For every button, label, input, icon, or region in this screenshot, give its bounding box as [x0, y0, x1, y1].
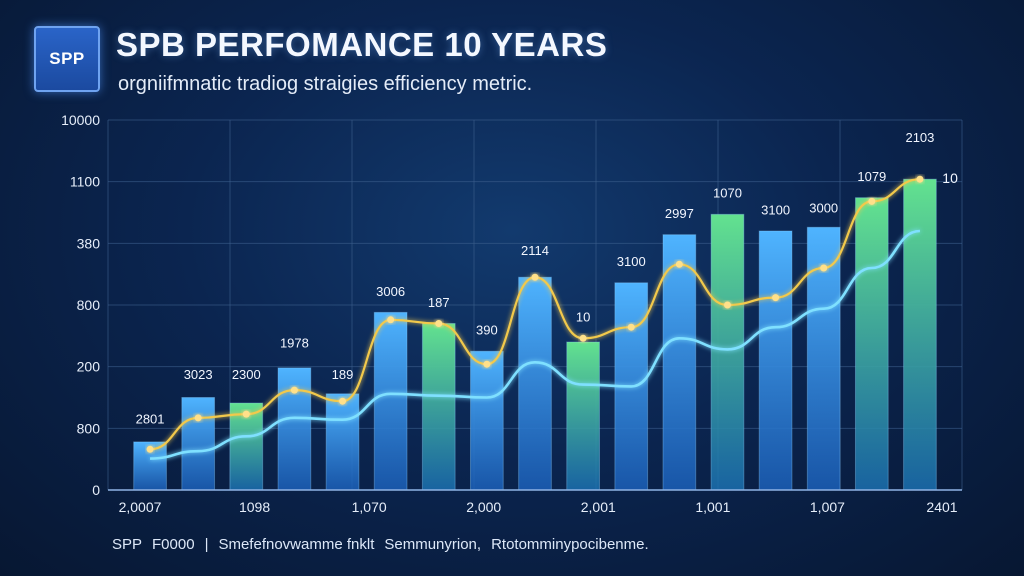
bar: [277, 367, 312, 491]
series-point: [675, 260, 683, 268]
y-tick-label: 380: [77, 235, 101, 251]
bar: [470, 350, 504, 491]
series-line: [150, 229, 921, 460]
data-label: 187: [428, 295, 450, 310]
footer-text-3: Rtotomminypocibenme.: [491, 536, 649, 553]
footer-brand: SPP: [112, 536, 143, 553]
footer-separator: |: [204, 536, 209, 553]
data-label: 3100: [617, 254, 646, 269]
series-point: [916, 175, 924, 183]
data-label: 1079: [857, 169, 886, 184]
series-point: [868, 197, 876, 205]
series-point: [146, 445, 154, 453]
series-point: [483, 360, 491, 368]
page-subtitle: orgniifmnatic tradiog straigies efficien…: [118, 73, 533, 95]
series-point: [723, 301, 731, 309]
x-tick-label: 2,001: [581, 499, 616, 515]
data-label: 2997: [665, 206, 694, 221]
x-tick-label: 2401: [926, 499, 957, 515]
x-tick-label: 1,007: [810, 499, 845, 515]
x-tick-label: 1,001: [695, 499, 730, 515]
bar: [373, 311, 408, 491]
y-tick-label: 800: [77, 297, 101, 313]
series-point: [387, 316, 395, 324]
data-label: 3000: [809, 201, 838, 216]
bar: [710, 213, 745, 491]
logo-text: SPP: [49, 49, 85, 68]
data-label: 3006: [376, 284, 405, 299]
y-tick-label: 10000: [61, 112, 100, 128]
end-label: 10: [942, 170, 958, 186]
logo-badge: SPP: [34, 26, 100, 92]
series-point: [772, 294, 780, 302]
bar: [903, 178, 937, 491]
footer-text-2: Semmunyrion,: [384, 536, 482, 553]
data-label: 2114: [521, 243, 549, 258]
y-tick-label: 200: [77, 359, 101, 375]
bar: [518, 276, 552, 491]
data-labels: 2801 3023 2300 1978 189 3006 187 390 2114 10 3100 2…: [136, 130, 958, 426]
data-label: 10: [576, 310, 590, 325]
series-point: [339, 397, 347, 405]
series-point: [194, 414, 202, 422]
data-label: 2103: [905, 130, 934, 145]
data-label: 3023: [184, 367, 213, 382]
series-point: [242, 410, 250, 418]
data-label: 3100: [761, 202, 790, 217]
line-series: [146, 175, 924, 460]
data-label: 1070: [713, 186, 742, 201]
data-label: 2300: [232, 367, 261, 382]
data-label: 2801: [136, 411, 165, 426]
bar: [758, 230, 793, 491]
bar: [662, 234, 697, 491]
footer: SPP F0000 | Smefefnovwamme fnklt Semmunyrion…: [112, 536, 659, 553]
y-tick-label: 0: [92, 482, 100, 498]
series-point: [820, 264, 828, 272]
series-point: [627, 323, 635, 331]
series-point: [579, 334, 587, 342]
x-tick-label: 1098: [239, 499, 270, 515]
x-tick-label: 1,070: [352, 499, 387, 515]
series-point: [435, 320, 443, 327]
bar: [325, 393, 360, 491]
bar: [181, 397, 216, 491]
x-tick-label: 2,000: [466, 499, 501, 515]
bar: [566, 341, 600, 491]
y-tick-label: 800: [77, 420, 101, 436]
x-tick-label: 2,0007: [119, 499, 162, 515]
series-point: [290, 386, 298, 394]
data-label: 390: [476, 323, 498, 338]
series-point: [531, 273, 539, 281]
data-label: 1978: [280, 336, 309, 351]
y-tick-label: 1100: [70, 174, 100, 190]
footer-text-1: Smefefnovwamme fnklt: [218, 536, 375, 553]
bar-series: [133, 178, 937, 491]
bar: [421, 323, 456, 491]
axes: 0 800 200 800 380 1100 10000 2,0007 1098 1,070 2,0…: [61, 112, 962, 515]
page-title: SPB PERFOMANCE 10 YEARS: [116, 26, 608, 63]
data-label: 189: [332, 367, 354, 382]
bar: [854, 197, 889, 491]
footer-code: F0000: [152, 536, 195, 553]
